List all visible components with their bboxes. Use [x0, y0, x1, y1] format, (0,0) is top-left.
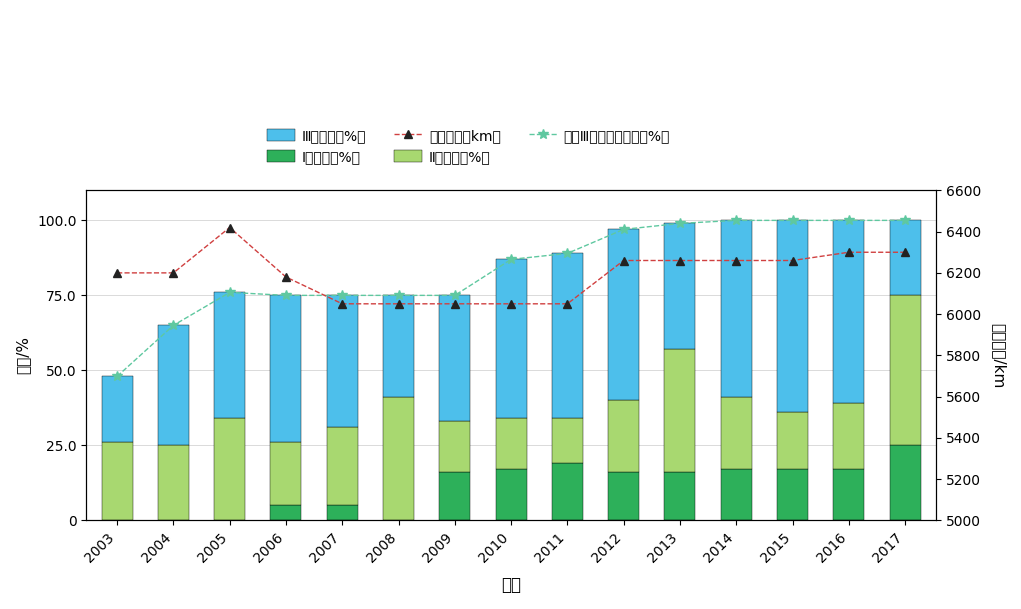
优于Ⅲ类（含）比例（%） — [842, 217, 855, 224]
优于Ⅲ类（含）比例（%） — [167, 322, 180, 329]
评价河长（km） — [111, 269, 124, 276]
优于Ⅲ类（含）比例（%） — [224, 289, 236, 296]
Bar — [833, 403, 864, 470]
Bar — [721, 397, 751, 470]
Bar — [721, 470, 751, 520]
优于Ⅲ类（含）比例（%） — [730, 217, 742, 224]
Line: 优于Ⅲ类（含）比例（%）: 优于Ⅲ类（含）比例（%） — [112, 216, 910, 381]
优于Ⅲ类（含）比例（%） — [898, 217, 911, 224]
Bar — [495, 259, 527, 418]
Y-axis label: 评价河长/km: 评价河长/km — [991, 323, 1006, 388]
Bar — [271, 295, 301, 442]
Bar — [439, 295, 471, 421]
Bar — [327, 505, 357, 520]
评价河长（km） — [167, 269, 180, 276]
优于Ⅲ类（含）比例（%） — [111, 373, 124, 380]
Bar — [495, 470, 527, 520]
评价河长（km） — [898, 248, 911, 256]
Bar — [609, 230, 639, 400]
优于Ⅲ类（含）比例（%） — [505, 256, 518, 263]
优于Ⅲ类（含）比例（%） — [448, 292, 460, 299]
Bar — [889, 445, 921, 520]
优于Ⅲ类（含）比例（%） — [618, 226, 630, 233]
Legend: Ⅲ类比例（%）, Ⅰ类比例（%）, 评价河长（km）, Ⅱ类比例（%）, 优于Ⅲ类（含）比例（%）: Ⅲ类比例（%）, Ⅰ类比例（%）, 评价河长（km）, Ⅱ类比例（%）, 优于Ⅲ… — [263, 125, 674, 168]
Bar — [102, 376, 133, 442]
Bar — [271, 505, 301, 520]
评价河长（km） — [505, 300, 518, 308]
Bar — [833, 470, 864, 520]
Bar — [158, 445, 189, 520]
Bar — [439, 421, 471, 473]
评价河长（km） — [618, 257, 630, 264]
Bar — [327, 295, 357, 428]
评价河长（km） — [730, 257, 742, 264]
Bar — [609, 400, 639, 473]
X-axis label: 年份: 年份 — [501, 576, 521, 594]
Y-axis label: 比例/%: 比例/% — [15, 336, 30, 375]
Bar — [889, 295, 921, 445]
Line: 评价河长（km）: 评价河长（km） — [113, 224, 910, 308]
Bar — [552, 463, 583, 520]
优于Ⅲ类（含）比例（%） — [674, 220, 686, 227]
评价河长（km） — [224, 224, 236, 231]
Bar — [214, 418, 245, 520]
评价河长（km） — [392, 300, 404, 308]
优于Ⅲ类（含）比例（%） — [562, 250, 574, 257]
评价河长（km） — [786, 257, 798, 264]
Bar — [383, 295, 414, 397]
优于Ⅲ类（含）比例（%） — [280, 292, 292, 299]
Bar — [327, 428, 357, 505]
Bar — [777, 470, 808, 520]
Bar — [271, 442, 301, 505]
Bar — [665, 473, 695, 520]
Bar — [665, 224, 695, 350]
评价河长（km） — [842, 248, 855, 256]
Bar — [158, 325, 189, 445]
Bar — [102, 442, 133, 520]
Bar — [721, 220, 751, 397]
Bar — [833, 220, 864, 403]
评价河长（km） — [336, 300, 348, 308]
Bar — [552, 418, 583, 463]
Bar — [383, 397, 414, 520]
Bar — [439, 473, 471, 520]
Bar — [214, 292, 245, 418]
评价河长（km） — [674, 257, 686, 264]
Bar — [552, 253, 583, 418]
优于Ⅲ类（含）比例（%） — [392, 292, 404, 299]
Bar — [665, 350, 695, 473]
Bar — [495, 418, 527, 470]
优于Ⅲ类（含）比例（%） — [786, 217, 798, 224]
Bar — [777, 220, 808, 412]
评价河长（km） — [562, 300, 574, 308]
优于Ⅲ类（含）比例（%） — [336, 292, 348, 299]
评价河长（km） — [280, 273, 292, 281]
评价河长（km） — [448, 300, 460, 308]
Bar — [609, 473, 639, 520]
Bar — [889, 220, 921, 295]
Bar — [777, 412, 808, 470]
